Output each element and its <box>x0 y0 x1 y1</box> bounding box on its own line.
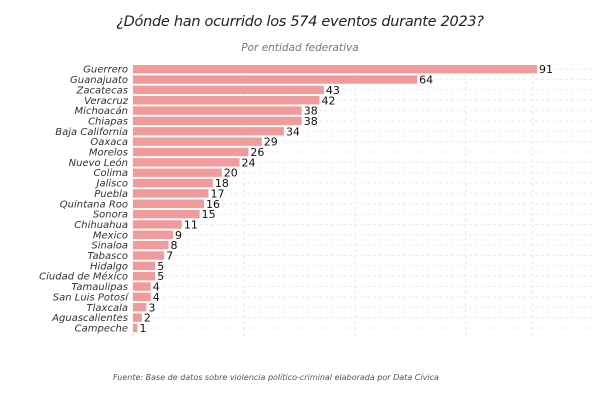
category-label: Quintana Roo <box>60 199 128 210</box>
category-label: San Luis Potosí <box>53 291 129 303</box>
chart-subtitle: Por entidad federativa <box>241 42 359 54</box>
bar <box>133 199 205 208</box>
value-label: 16 <box>206 198 220 211</box>
bar <box>133 261 156 271</box>
value-label: 20 <box>224 167 238 180</box>
value-label: 8 <box>171 239 178 252</box>
value-label: 34 <box>286 125 300 138</box>
category-label: Zacatecas <box>75 85 128 96</box>
category-label: Hidalgo <box>90 261 128 272</box>
source-note: Fuente: Base de datos sobre violencia po… <box>113 373 439 382</box>
value-label: 38 <box>304 105 318 118</box>
value-label: 26 <box>250 146 264 159</box>
value-label: 2 <box>144 312 151 325</box>
category-label: Tlaxcala <box>87 303 128 314</box>
category-label: Baja California <box>55 127 128 138</box>
chart-title: ¿Dónde han ocurrido los 574 eventos dura… <box>116 14 484 30</box>
bar <box>133 209 200 219</box>
category-label: Colima <box>93 168 128 179</box>
value-label: 29 <box>264 136 278 149</box>
bar <box>133 147 249 157</box>
bar <box>133 272 156 281</box>
category-label: Campeche <box>75 323 128 334</box>
grid-lines <box>132 63 592 337</box>
category-label: Veracruz <box>84 96 129 107</box>
category-label: Oaxaca <box>90 137 128 148</box>
value-label: 42 <box>321 94 335 107</box>
value-label: 15 <box>202 208 216 221</box>
value-label: 64 <box>419 74 433 87</box>
value-label: 24 <box>242 156 256 169</box>
value-label: 9 <box>175 229 182 242</box>
bar <box>133 292 151 302</box>
value-label: 5 <box>157 260 164 273</box>
category-label: Tabasco <box>88 251 129 262</box>
bars-group <box>133 65 537 333</box>
value-label: 38 <box>304 115 318 128</box>
category-label: Chihuahua <box>74 220 128 231</box>
value-label: 17 <box>210 187 224 200</box>
bar <box>133 313 142 322</box>
value-label: 11 <box>184 218 198 231</box>
bar <box>133 282 151 291</box>
category-label: Ciudad de México <box>39 271 128 283</box>
category-label: Guanajuato <box>70 75 128 86</box>
value-label: 7 <box>166 250 173 263</box>
bar <box>133 168 222 177</box>
value-label: 91 <box>539 63 553 76</box>
bar <box>133 158 240 167</box>
bar <box>133 127 284 136</box>
category-label: Michoacán <box>75 105 128 117</box>
bar <box>133 137 262 146</box>
category-label: Tamaulipas <box>71 282 128 293</box>
value-label: 4 <box>153 291 160 304</box>
bar <box>133 116 302 126</box>
category-label: Sinaloa <box>91 241 128 252</box>
bar <box>133 65 537 74</box>
value-label: 43 <box>326 84 340 97</box>
category-label: Nuevo León <box>69 157 128 169</box>
bar <box>133 251 165 260</box>
category-label: Puebla <box>94 189 128 200</box>
category-label: Guerrero <box>83 65 128 76</box>
bar <box>133 75 418 84</box>
value-label: 4 <box>153 281 160 294</box>
category-label: Morelos <box>89 148 128 159</box>
category-label: Aguascalientes <box>51 313 128 324</box>
value-label: 3 <box>148 301 155 314</box>
value-label: 5 <box>157 270 164 283</box>
category-label: Sonora <box>93 210 128 221</box>
bar <box>133 178 213 188</box>
bar <box>133 220 182 229</box>
bar <box>133 106 302 115</box>
bar <box>133 189 209 198</box>
category-label: Chiapas <box>88 116 128 127</box>
bar <box>133 96 320 105</box>
bar <box>133 323 138 333</box>
value-label: 1 <box>139 322 146 335</box>
value-label: 18 <box>215 177 229 190</box>
bar <box>133 240 169 250</box>
category-label: Jalisco <box>95 179 128 190</box>
category-label: Mexico <box>93 230 128 241</box>
bar <box>133 303 147 312</box>
bar <box>133 230 173 239</box>
bar <box>133 85 324 95</box>
